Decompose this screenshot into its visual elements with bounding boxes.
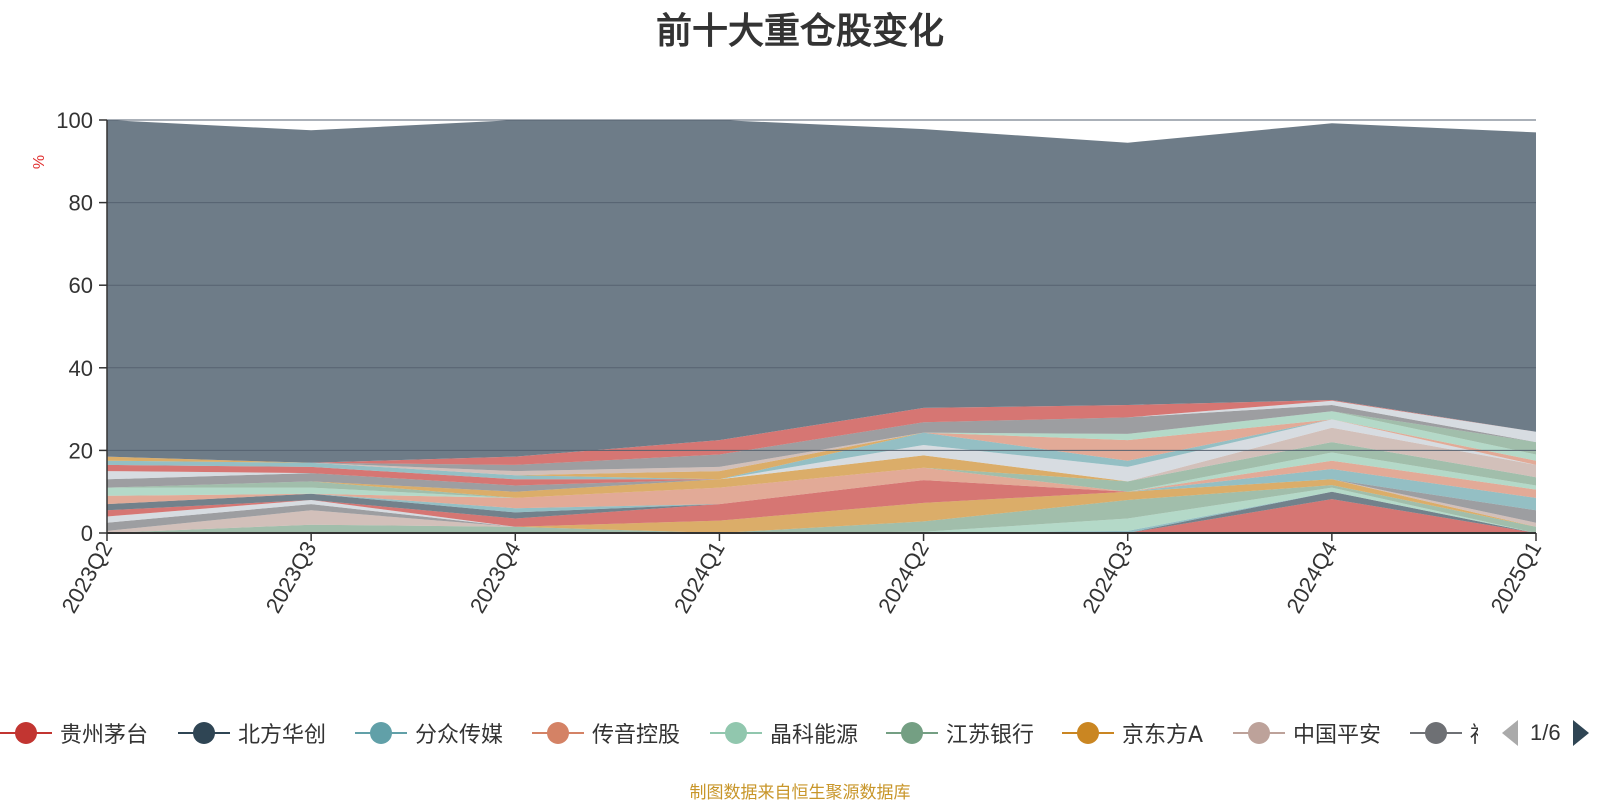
legend-marker-icon — [886, 722, 938, 744]
legend-item[interactable]: 晶科能源 — [710, 713, 858, 753]
legend-item[interactable]: 传音控股 — [532, 713, 680, 753]
y-axis-unit-label: % — [31, 155, 48, 169]
legend-label: 传音控股 — [592, 723, 681, 748]
area-series-5 — [107, 485, 1536, 533]
chart-title: 前十大重仓股变化 — [655, 11, 944, 52]
y-tick-label: 0 — [81, 521, 93, 546]
legend-item[interactable]: 京东方A — [1062, 713, 1203, 753]
x-tick-label: 2024Q1 — [669, 537, 730, 617]
area-series-33 — [107, 400, 1536, 465]
legend-marker-icon — [1410, 722, 1462, 744]
area-series-2 — [107, 491, 1536, 533]
area-series-14 — [107, 460, 1536, 509]
area-series-12 — [107, 479, 1536, 519]
legend-item[interactable]: 北方华创 — [178, 713, 326, 753]
legend-marker-icon — [355, 722, 407, 744]
legend-item[interactable]: 中国平安 — [1233, 713, 1381, 753]
x-tick-label: 2024Q4 — [1281, 537, 1342, 617]
area-series-26 — [107, 411, 1536, 480]
legend-item[interactable]: 江苏银行 — [886, 713, 1034, 753]
legend: 贵州茅台 北方华创 分众传媒 传音控股 晶科能源 江苏银行 京东方A 中国平安 福耀玻璃 — [0, 713, 1478, 753]
legend-label: 晶科能源 — [770, 723, 859, 748]
grid-lines — [107, 119, 1536, 451]
legend-marker-icon — [710, 722, 762, 744]
area-series-1 — [107, 491, 1536, 533]
legend-label: 分众传媒 — [415, 723, 504, 748]
legend-label: 福耀玻璃 — [1470, 717, 1478, 749]
legend-label: 贵州茅台 — [60, 723, 149, 748]
area-series-34 — [107, 120, 1536, 463]
area-series-0 — [107, 499, 1536, 533]
legend-marker-icon — [1233, 722, 1285, 744]
legend-marker-icon — [178, 722, 230, 744]
legend-label: 中国平安 — [1293, 723, 1382, 748]
y-tick-label: 80 — [69, 191, 93, 216]
x-tick-label: 2024Q3 — [1077, 537, 1138, 617]
legend-page-indicator: 1/6 — [1530, 720, 1561, 745]
y-tick-label: 100 — [56, 108, 93, 133]
legend-marker-icon — [0, 722, 52, 744]
legend-next-icon[interactable] — [1571, 718, 1591, 748]
x-tick-label: 2024Q2 — [873, 537, 934, 617]
legend-marker-icon — [1062, 722, 1114, 744]
x-tick-label: 2023Q2 — [57, 537, 118, 617]
area-series-15 — [107, 452, 1536, 498]
legend-item[interactable]: 贵州茅台 — [0, 713, 148, 753]
plot-areas — [107, 120, 1536, 533]
area-series-11 — [107, 479, 1536, 527]
x-tick-label: 2023Q4 — [465, 537, 526, 617]
legend-label: 江苏银行 — [946, 723, 1035, 748]
legend-label: 北方华创 — [238, 723, 327, 748]
x-tick-label: 2025Q1 — [1486, 537, 1547, 617]
y-tick-label: 20 — [69, 438, 93, 463]
legend-label: 京东方A — [1122, 723, 1204, 748]
y-tick-label: 40 — [69, 356, 93, 381]
area-series-6 — [107, 479, 1536, 533]
area-series-17 — [107, 442, 1536, 498]
legend-prev-icon[interactable] — [1500, 718, 1520, 748]
legend-marker-icon — [532, 722, 584, 744]
source-note: 制图数据来自恒生聚源数据库 — [689, 783, 911, 803]
x-tick-label: 2023Q3 — [261, 537, 322, 617]
legend-pager: 1/6 — [1500, 715, 1591, 751]
legend-item[interactable]: 福耀玻璃 — [1410, 713, 1478, 753]
legend-item[interactable]: 分众传媒 — [355, 713, 503, 753]
y-tick-label: 60 — [69, 273, 93, 298]
area-series-30 — [107, 405, 1536, 472]
